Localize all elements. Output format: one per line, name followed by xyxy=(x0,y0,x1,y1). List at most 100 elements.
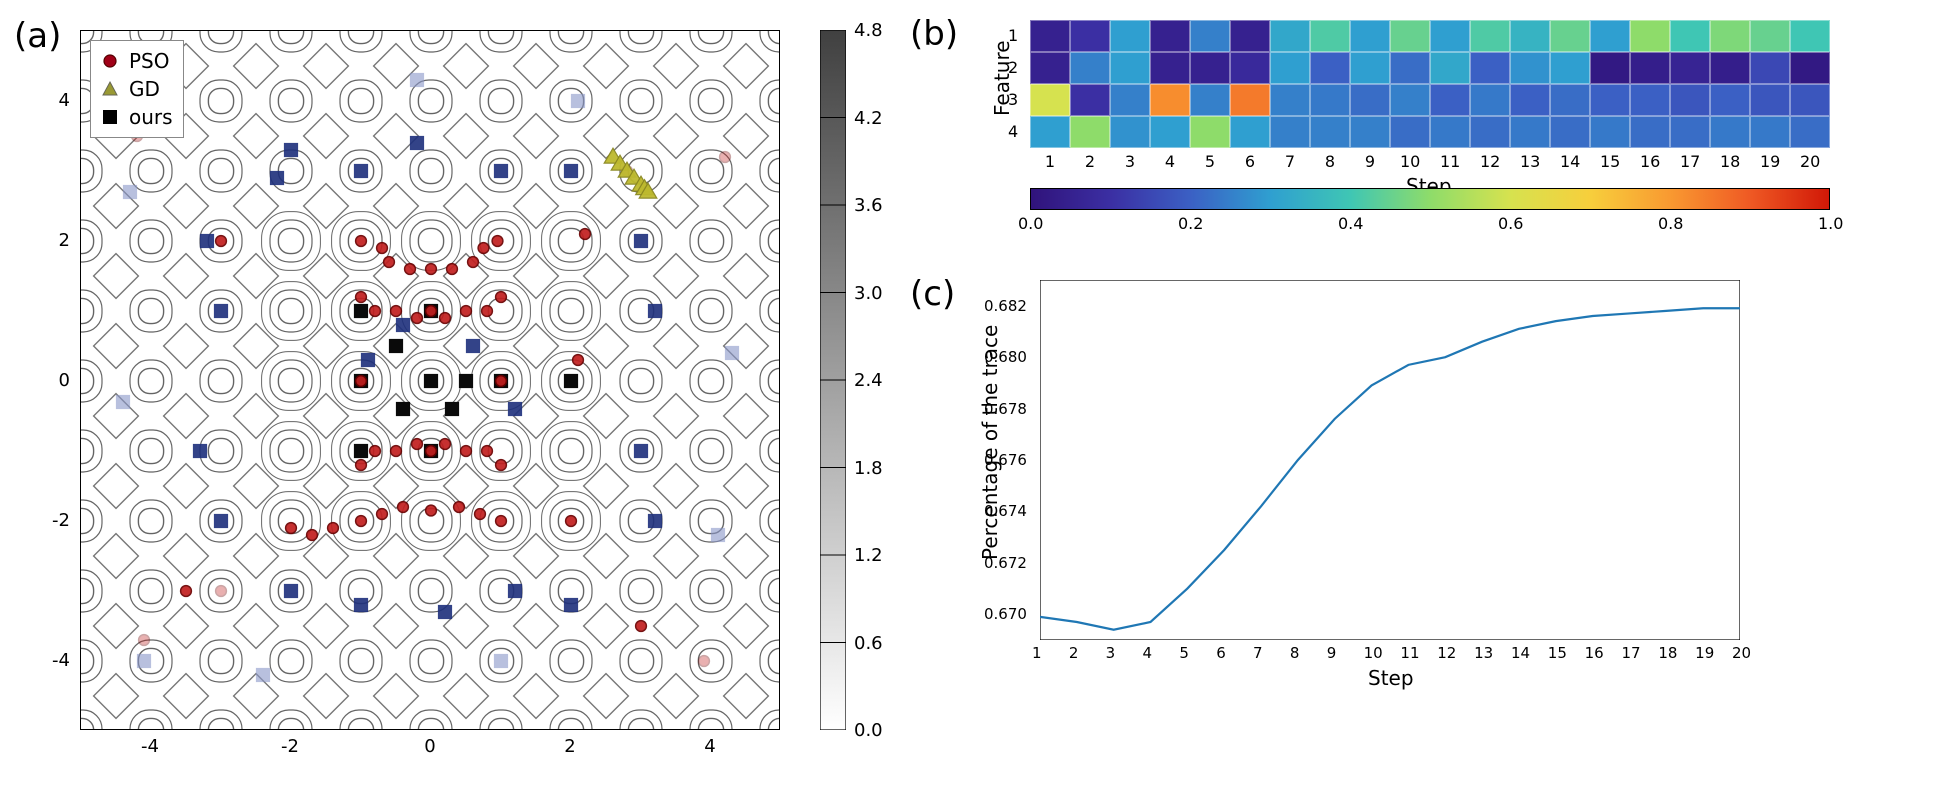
panel-b: (b) 1234 1234567891011121314151617181920… xyxy=(960,20,1930,210)
legend-label: ours xyxy=(129,105,173,129)
panel-a-xtick: 4 xyxy=(695,736,725,757)
legend-marker-circle-icon xyxy=(101,52,119,70)
heatmap-cell xyxy=(1790,84,1830,116)
heatmap-cell xyxy=(1150,52,1190,84)
heatmap-cell xyxy=(1190,84,1230,116)
legend-row: ours xyxy=(101,103,173,131)
panel-a-cb-tick: 0.6 xyxy=(854,633,883,654)
heatmap-cell xyxy=(1750,20,1790,52)
panel-b-cb-tick: 0.4 xyxy=(1338,214,1363,233)
panel-c-xtick: 4 xyxy=(1143,644,1153,662)
heatmap-cell xyxy=(1150,20,1190,52)
heatmap-cell xyxy=(1310,52,1350,84)
panel-c-xtick: 11 xyxy=(1400,644,1419,662)
panel-c-ytick: 0.682 xyxy=(984,297,1027,315)
heatmap-cell xyxy=(1470,20,1510,52)
heatmap-cell xyxy=(1630,52,1670,84)
heatmap-cell xyxy=(1110,20,1150,52)
panel-b-xtick: 17 xyxy=(1680,152,1700,171)
panel-a-ytick: -4 xyxy=(30,650,70,671)
panel-c-xtick: 12 xyxy=(1437,644,1456,662)
panel-b-xtick: 13 xyxy=(1520,152,1540,171)
heatmap-cell xyxy=(1070,20,1110,52)
heatmap-cell xyxy=(1070,116,1110,148)
heatmap-cell xyxy=(1310,116,1350,148)
legend-row: PSO xyxy=(101,47,173,75)
panel-c-xtick: 15 xyxy=(1548,644,1567,662)
panel-b-label: (b) xyxy=(910,14,958,54)
panel-c-xtick: 1 xyxy=(1032,644,1042,662)
panel-c-xtick: 5 xyxy=(1179,644,1189,662)
panel-b-xtick: 19 xyxy=(1760,152,1780,171)
panel-b-cb-tick: 0.2 xyxy=(1178,214,1203,233)
panel-b-xtick: 4 xyxy=(1160,152,1180,171)
heatmap-cell xyxy=(1630,20,1670,52)
heatmap-cell xyxy=(1550,20,1590,52)
heatmap-cell xyxy=(1590,84,1630,116)
heatmap-cell xyxy=(1070,52,1110,84)
heatmap-cell xyxy=(1710,116,1750,148)
panel-b-cb-tick: 1.0 xyxy=(1818,214,1843,233)
legend-marker-triangle-icon xyxy=(101,80,119,98)
panel-b-xtick: 7 xyxy=(1280,152,1300,171)
panel-c-xtick: 7 xyxy=(1253,644,1263,662)
heatmap-cell xyxy=(1390,116,1430,148)
heatmap-cell xyxy=(1190,20,1230,52)
panel-c-xtick: 6 xyxy=(1216,644,1226,662)
panel-a-ytick: 4 xyxy=(30,90,70,111)
heatmap-cell xyxy=(1670,20,1710,52)
panel-b-xtick: 8 xyxy=(1320,152,1340,171)
heatmap-cell xyxy=(1670,52,1710,84)
heatmap-cell xyxy=(1590,20,1630,52)
heatmap-cell xyxy=(1470,116,1510,148)
panel-c-xtick: 9 xyxy=(1327,644,1337,662)
heatmap-cell xyxy=(1270,20,1310,52)
heatmap-cell xyxy=(1150,116,1190,148)
panel-b-xtick: 9 xyxy=(1360,152,1380,171)
heatmap-cell xyxy=(1030,52,1070,84)
heatmap-cell xyxy=(1670,116,1710,148)
panel-b-xtick: 10 xyxy=(1400,152,1420,171)
panel-a-xtick: 0 xyxy=(415,736,445,757)
panel-b-xtick: 16 xyxy=(1640,152,1660,171)
heatmap-cell xyxy=(1510,20,1550,52)
heatmap-cell xyxy=(1110,116,1150,148)
panel-c-xtick: 20 xyxy=(1732,644,1751,662)
heatmap-cell xyxy=(1390,84,1430,116)
heatmap-cell xyxy=(1350,20,1390,52)
panel-c-xtick: 2 xyxy=(1069,644,1079,662)
heatmap-cell xyxy=(1750,84,1790,116)
panel-b-cb-tick: 0.6 xyxy=(1498,214,1523,233)
heatmap-cell xyxy=(1710,52,1750,84)
panel-a-ytick: 2 xyxy=(30,230,70,251)
panel-b-xtick: 20 xyxy=(1800,152,1820,171)
panel-b-xtick: 3 xyxy=(1120,152,1140,171)
heatmap-cell xyxy=(1430,20,1470,52)
heatmap-cell xyxy=(1790,116,1830,148)
heatmap-cell xyxy=(1710,20,1750,52)
panel-b-ylabel: Feature xyxy=(990,40,1014,116)
heatmap-cell xyxy=(1350,84,1390,116)
heatmap-cell xyxy=(1470,84,1510,116)
heatmap-cell xyxy=(1510,116,1550,148)
heatmap-cell xyxy=(1030,84,1070,116)
panel-a-ytick: 0 xyxy=(30,370,70,391)
panel-b-ytick: 4 xyxy=(1008,122,1018,141)
panel-a-cb-tick: 0.0 xyxy=(854,720,883,741)
heatmap-cell xyxy=(1110,52,1150,84)
panel-c-ytick: 0.670 xyxy=(984,605,1027,623)
heatmap-cell xyxy=(1310,20,1350,52)
panel-a-legend: PSOGD ours xyxy=(90,40,184,138)
panel-a-colorbar xyxy=(820,30,846,730)
heatmap-cell xyxy=(1430,116,1470,148)
heatmap-cell xyxy=(1590,52,1630,84)
panel-b-xtick: 2 xyxy=(1080,152,1100,171)
heatmap-cell xyxy=(1030,116,1070,148)
legend-label: GD xyxy=(129,77,160,101)
heatmap-cell xyxy=(1350,116,1390,148)
panel-c: (c) 0.6700.6720.6740.6760.6780.6800.682 … xyxy=(960,280,1930,640)
panel-a-colorbar-wrap: 0.00.61.21.82.43.03.64.24.8 xyxy=(820,30,846,730)
panel-c-label: (c) xyxy=(910,274,955,314)
panel-c-xtick: 18 xyxy=(1658,644,1677,662)
panel-b-cb-tick: 0.0 xyxy=(1018,214,1043,233)
